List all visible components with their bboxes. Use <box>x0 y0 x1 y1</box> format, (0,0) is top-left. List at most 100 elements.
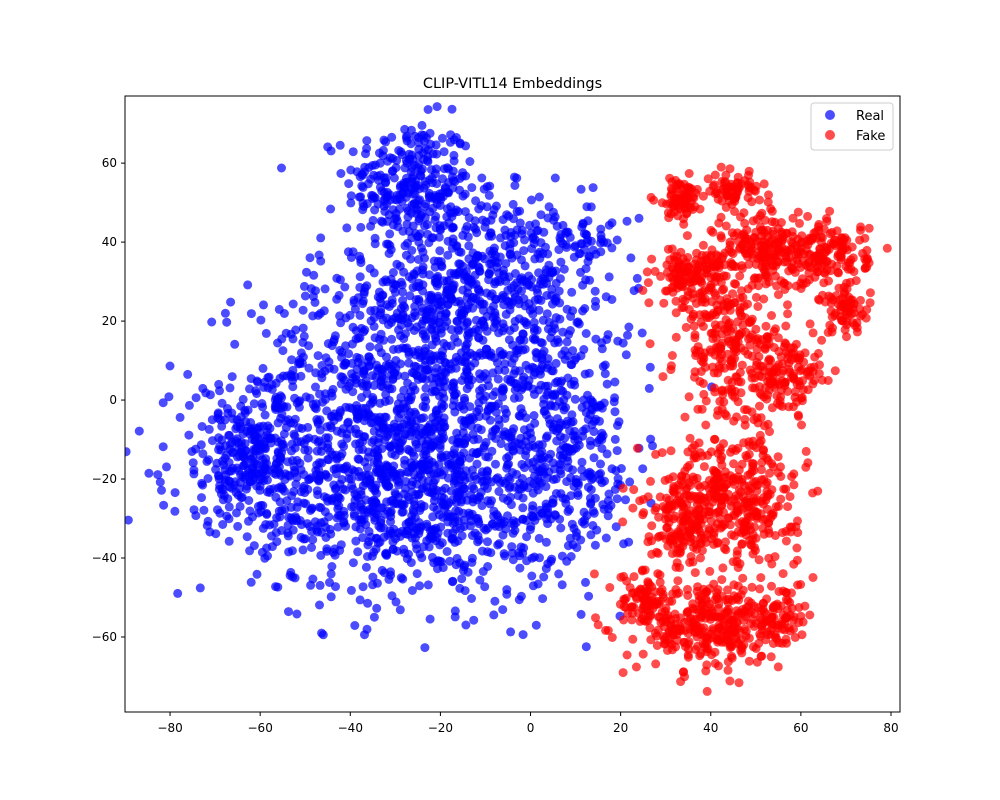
scatter-point <box>729 531 739 541</box>
scatter-point <box>767 581 776 591</box>
scatter-point <box>566 491 576 501</box>
scatter-point <box>661 632 671 642</box>
scatter-point <box>686 314 696 324</box>
scatter-point <box>732 550 742 560</box>
scatter-point <box>421 446 430 456</box>
scatter-point <box>558 327 568 337</box>
scatter-point <box>312 525 322 535</box>
scatter-point <box>567 287 577 297</box>
series-fake <box>589 162 892 696</box>
scatter-point <box>598 362 608 371</box>
scatter-point <box>175 412 185 422</box>
scatter-point <box>329 364 339 374</box>
scatter-point <box>162 462 171 472</box>
scatter-point <box>362 624 372 634</box>
scatter-point <box>451 560 461 570</box>
scatter-point <box>686 613 695 623</box>
scatter-point <box>326 529 336 539</box>
scatter-point <box>777 401 787 411</box>
scatter-point <box>733 172 743 182</box>
scatter-point <box>297 424 307 433</box>
scatter-point <box>352 409 362 419</box>
scatter-point <box>449 150 459 160</box>
scatter-point <box>352 352 362 362</box>
scatter-point <box>344 179 354 189</box>
scatter-point <box>708 227 718 237</box>
scatter-point <box>362 382 372 392</box>
scatter-point <box>774 247 784 257</box>
scatter-point <box>648 441 657 451</box>
scatter-point <box>616 464 626 473</box>
scatter-point <box>518 630 528 640</box>
scatter-point <box>780 285 790 294</box>
scatter-point <box>406 386 416 396</box>
scatter-point <box>581 264 591 274</box>
scatter-point <box>662 522 672 532</box>
scatter-point <box>528 309 538 319</box>
scatter-point <box>684 305 694 314</box>
scatter-point <box>666 209 676 219</box>
scatter-point <box>427 532 436 542</box>
scatter-point <box>558 220 568 230</box>
scatter-point <box>528 581 538 591</box>
scatter-point <box>365 342 375 352</box>
scatter-point <box>249 399 259 409</box>
scatter-point <box>351 326 361 336</box>
scatter-point <box>407 487 417 497</box>
scatter-point <box>595 401 605 411</box>
scatter-point <box>514 314 524 324</box>
scatter-point <box>779 484 789 494</box>
scatter-point <box>339 510 349 520</box>
scatter-point <box>516 484 526 494</box>
scatter-point <box>643 278 653 288</box>
scatter-point <box>404 350 414 360</box>
series-real <box>125 102 717 653</box>
scatter-point <box>370 205 380 215</box>
scatter-point <box>157 485 166 495</box>
scatter-point <box>491 407 501 417</box>
scatter-point <box>259 382 269 392</box>
scatter-point <box>697 278 707 288</box>
scatter-point <box>547 554 557 564</box>
scatter-point <box>188 458 198 468</box>
scatter-point <box>609 397 619 407</box>
scatter-point <box>327 562 337 571</box>
scatter-point <box>756 651 766 661</box>
scatter-point <box>865 288 875 298</box>
scatter-point <box>446 341 456 351</box>
scatter-point <box>415 549 425 559</box>
scatter-point <box>477 251 487 261</box>
scatter-point <box>250 431 260 441</box>
scatter-point <box>600 369 610 379</box>
scatter-point <box>498 519 508 529</box>
scatter-point <box>435 467 445 477</box>
scatter-point <box>277 400 287 410</box>
scatter-point <box>755 430 765 440</box>
scatter-point <box>360 167 370 177</box>
scatter-point <box>439 147 449 157</box>
scatter-point <box>164 392 174 402</box>
scatter-point <box>372 578 382 588</box>
scatter-point <box>474 284 484 294</box>
scatter-point <box>760 228 770 238</box>
scatter-point <box>340 485 350 495</box>
scatter-point <box>737 648 747 658</box>
scatter-point <box>379 173 389 183</box>
scatter-point <box>826 266 836 276</box>
scatter-point <box>783 300 792 310</box>
scatter-point <box>671 562 681 572</box>
scatter-point <box>865 298 875 308</box>
scatter-point <box>401 133 411 143</box>
scatter-point <box>224 502 234 512</box>
scatter-point <box>443 509 453 519</box>
scatter-point <box>591 613 600 623</box>
scatter-point <box>427 307 436 317</box>
scatter-point <box>353 547 363 557</box>
scatter-point <box>205 390 215 400</box>
scatter-point <box>808 328 818 338</box>
scatter-point <box>433 528 443 538</box>
scatter-point <box>457 574 467 584</box>
scatter-point <box>737 179 746 189</box>
scatter-point <box>530 254 540 264</box>
scatter-point <box>316 550 326 560</box>
